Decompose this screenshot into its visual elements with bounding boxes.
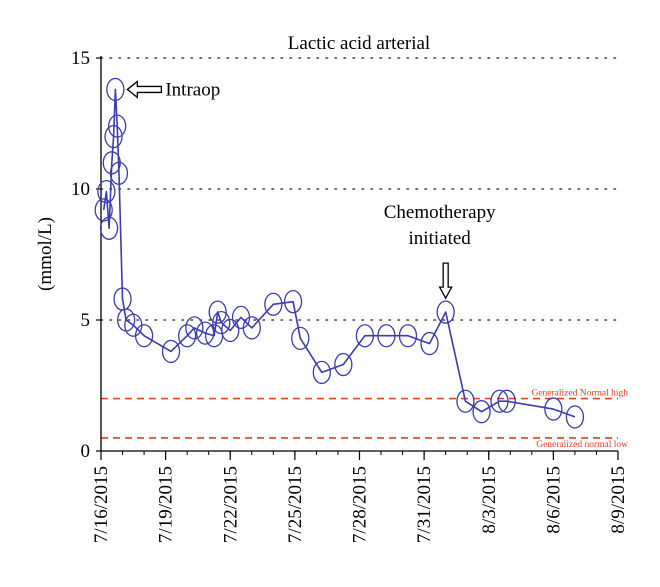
y-tick-label-15: 15: [71, 48, 90, 69]
x-tick-label-8: 8/9/2015: [608, 466, 629, 534]
data-point-4: [104, 124, 123, 149]
data-point-17: [208, 300, 227, 324]
data-point-37: [565, 405, 585, 429]
chemotherapy-annotation-line-1: initiated: [409, 228, 472, 249]
data-point-11: [134, 324, 154, 348]
data-point-19: [221, 318, 240, 343]
reference-line-label-0: Generalized Normal high: [531, 389, 628, 399]
data-point-14: [185, 316, 204, 340]
data-point-13: [178, 324, 197, 348]
data-point-28: [377, 324, 396, 348]
x-tick-label-1: 7/19/2015: [156, 466, 177, 543]
data-point-35: [497, 389, 516, 413]
data-point-1: [97, 179, 116, 204]
data-point-18: [212, 310, 231, 335]
data-point-5: [106, 77, 125, 102]
series-layer: [94, 77, 585, 429]
data-point-32: [456, 389, 475, 413]
data-point-26: [334, 352, 353, 377]
x-axis-ticks: 7/16/2015 7/19/2015 7/22/2015 7/25/2015 7/28…: [91, 451, 629, 543]
x-tick-label-5: 7/31/2015: [414, 466, 435, 543]
data-point-21: [242, 316, 261, 340]
reference-line-label-1: Generalized normal low: [536, 440, 628, 450]
data-point-36: [544, 397, 563, 421]
x-tick-label-4: 7/28/2015: [350, 466, 371, 543]
data-point-27: [355, 324, 375, 348]
y-tick-label-5: 5: [81, 310, 91, 331]
y-axis-label: (mmol/L): [35, 217, 56, 291]
data-point-33: [472, 400, 491, 424]
x-tick-label-7: 8/6/2015: [543, 466, 564, 534]
x-tick-label-0: 7/16/2015: [91, 466, 112, 543]
data-point-31: [436, 300, 455, 324]
data-point-23: [283, 290, 303, 314]
data-point-15: [195, 321, 215, 345]
x-tick-label-3: 7/25/2015: [285, 466, 306, 543]
data-point-34: [490, 389, 509, 413]
x-tick-label-2: 7/22/2015: [220, 466, 241, 543]
data-point-29: [398, 324, 418, 348]
intraop-annotation: Intraop: [165, 79, 220, 100]
series-line-0: [102, 88, 576, 418]
x-tick-label-6: 8/3/2015: [479, 466, 500, 534]
data-point-24: [291, 326, 310, 350]
data-point-12: [161, 339, 181, 364]
data-point-6: [108, 114, 127, 138]
data-point-0: [94, 198, 113, 222]
chart-title: Lactic acid arterial: [288, 33, 430, 54]
data-point-25: [312, 360, 331, 385]
y-tick-label-0: 0: [81, 441, 91, 462]
data-point-7: [109, 161, 129, 185]
reference-lines: Generalized Normal high Generalized norma…: [101, 389, 628, 450]
intraop-arrow: [126, 80, 163, 99]
chemotherapy-arrow: [438, 262, 453, 300]
chemotherapy-annotation-line-0: Chemotherapy: [384, 202, 496, 223]
y-tick-label-10: 10: [71, 179, 90, 200]
annotations: Intraop Chemotherapy initiated: [126, 79, 496, 300]
data-point-22: [264, 292, 283, 316]
data-point-30: [420, 331, 439, 356]
y-axis-ticks: 0 5 10 15: [71, 48, 101, 462]
data-point-2: [99, 216, 119, 240]
